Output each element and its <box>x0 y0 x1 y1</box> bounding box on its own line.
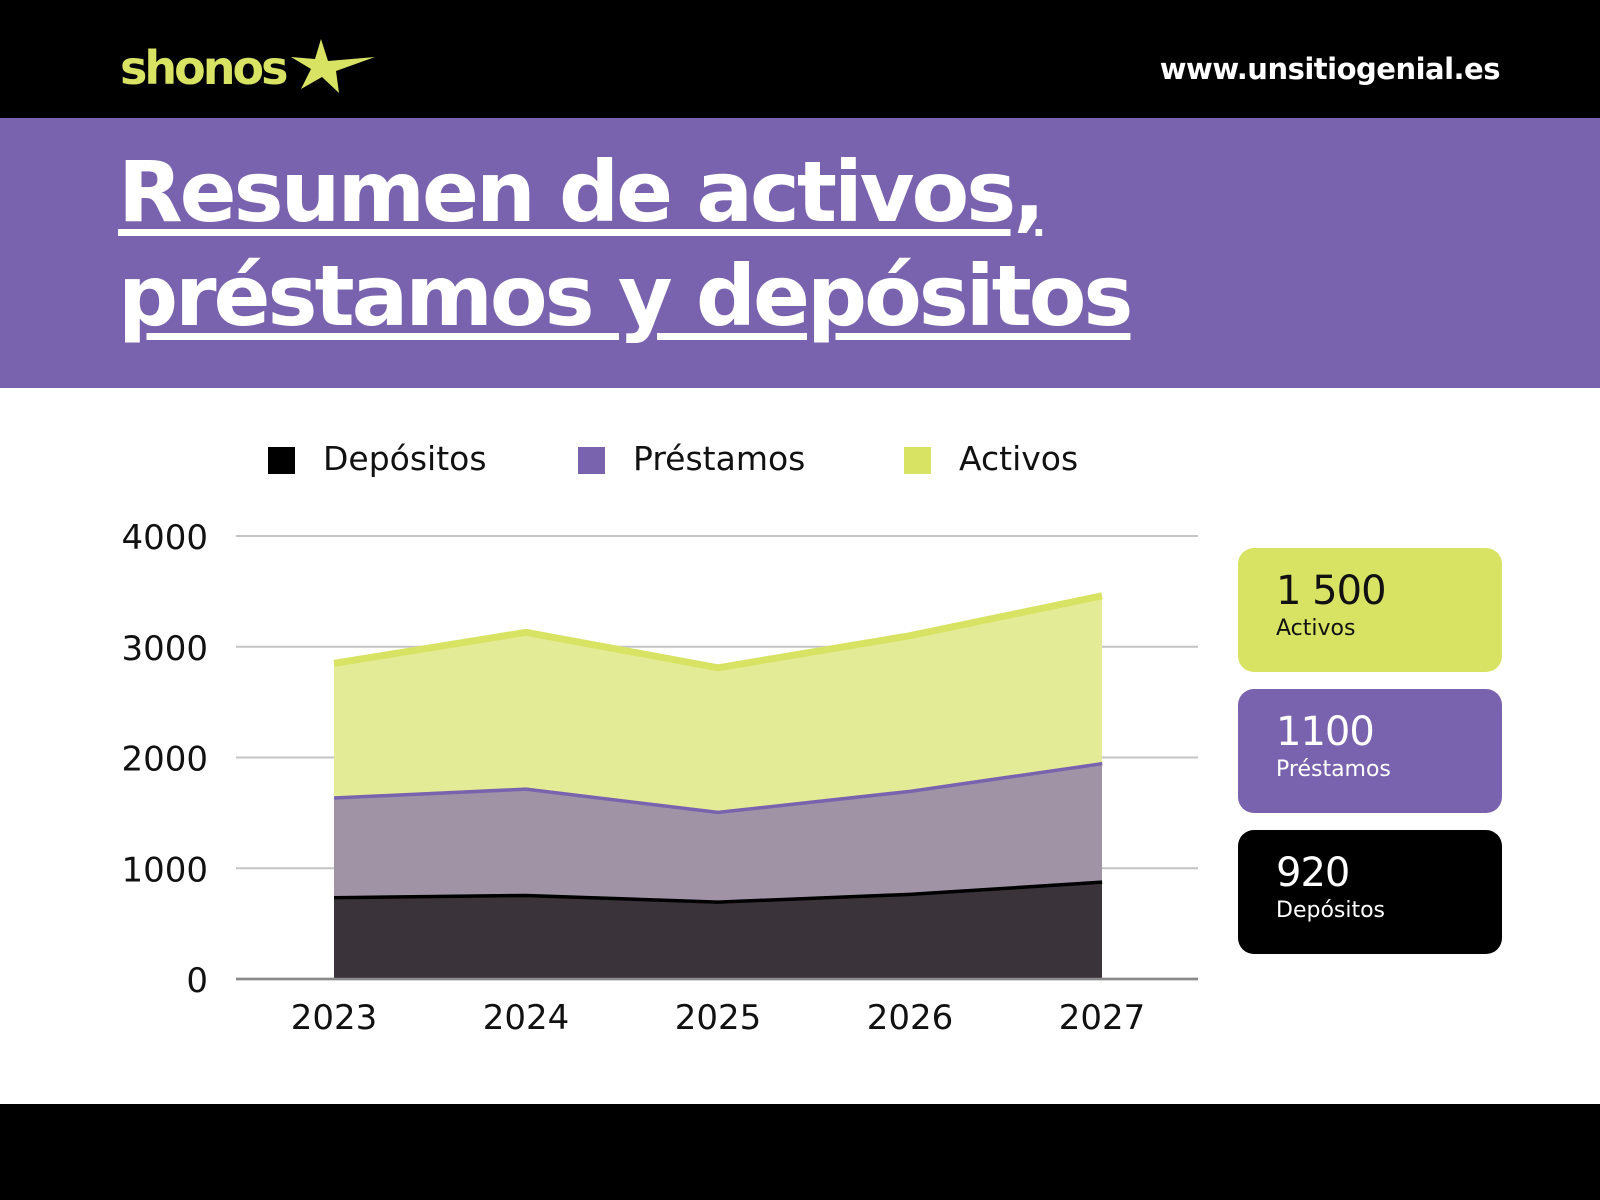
x-tick-label: 2025 <box>675 998 762 1038</box>
area-depositos <box>334 880 1102 979</box>
legend-label-activos: Activos <box>959 439 1078 478</box>
y-tick-label: 4000 <box>121 518 208 558</box>
legend-swatch-activos <box>904 447 931 474</box>
legend-label-depositos: Depósitos <box>323 439 487 478</box>
area-activos <box>334 595 1102 811</box>
stat-card-depositos: 920 Depósitos <box>1238 830 1502 954</box>
stat-value-prestamos: 1100 <box>1276 709 1375 755</box>
page-title-line-1: Resumen de activos, <box>118 143 1045 241</box>
top-bar: shonos www.unsitiogenial.es <box>0 0 1600 118</box>
y-tick-label: 2000 <box>121 740 208 780</box>
stat-value-activos: 1 500 <box>1276 568 1387 614</box>
legend-label-prestamos: Préstamos <box>633 439 805 478</box>
brand-logo[interactable]: shonos <box>120 38 377 98</box>
star-icon <box>291 39 376 93</box>
title-band <box>0 118 1600 388</box>
x-tick-label: 2024 <box>483 998 570 1038</box>
stat-label-depositos: Depósitos <box>1276 898 1386 923</box>
brand-name: shonos <box>120 41 288 95</box>
legend-swatch-depositos <box>268 447 295 474</box>
page-title: Resumen de activos, préstamos y depósito… <box>118 140 1418 348</box>
stat-label-activos: Activos <box>1276 616 1356 641</box>
x-tick-label: 2023 <box>291 998 378 1038</box>
stat-card-prestamos: 1100 Préstamos <box>1238 689 1502 813</box>
x-tick-label: 2027 <box>1059 998 1146 1038</box>
x-tick-label: 2026 <box>867 998 954 1038</box>
area-prestamos <box>334 761 1102 901</box>
legend-swatch-prestamos <box>578 447 605 474</box>
stat-card-activos: 1 500 Activos <box>1238 548 1502 672</box>
y-tick-label: 1000 <box>121 850 208 890</box>
site-url[interactable]: www.unsitiogenial.es <box>1159 52 1501 86</box>
stat-label-prestamos: Préstamos <box>1276 757 1391 782</box>
bottom-bar <box>0 1104 1600 1200</box>
page-title-line-2: préstamos y depósitos <box>118 247 1133 345</box>
y-tick-label: 0 <box>186 961 208 1001</box>
y-tick-label: 3000 <box>121 629 208 669</box>
stat-value-depositos: 920 <box>1276 850 1350 896</box>
stacked-area-chart: 0 1000 2000 3000 4000 2023 2024 2025 2026 2027 Dep… <box>121 439 1198 1038</box>
